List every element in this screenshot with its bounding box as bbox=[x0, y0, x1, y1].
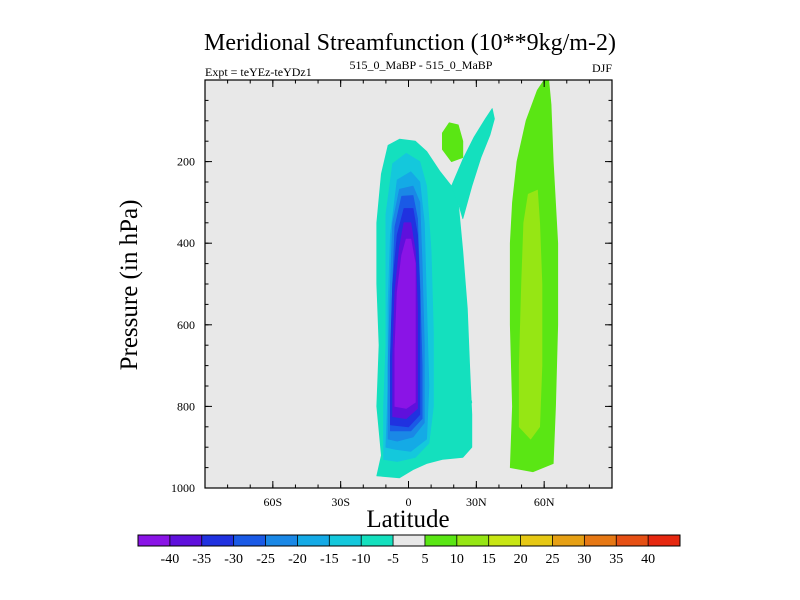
colorbar-label: 30 bbox=[577, 552, 591, 567]
speck-contour bbox=[466, 393, 473, 407]
y-tick-label: 400 bbox=[177, 236, 195, 250]
colorbar-label: 35 bbox=[609, 552, 623, 567]
colorbar-label: -5 bbox=[387, 552, 399, 567]
north-cell-contour-10 bbox=[518, 189, 543, 440]
colorbar-label: 15 bbox=[482, 552, 496, 567]
x-axis-label: Latitude bbox=[366, 506, 449, 533]
colorbar-label: 10 bbox=[450, 552, 464, 567]
colorbar-swatch bbox=[616, 535, 649, 546]
contour-fills bbox=[376, 79, 559, 479]
y-tick-label: 1000 bbox=[171, 481, 195, 495]
x-tick-label: 30S bbox=[331, 495, 350, 509]
core-contour-40 bbox=[394, 238, 416, 409]
colorbar-swatch bbox=[456, 535, 490, 546]
colorbar: -40 -35 -30 -25 -20 -15 -10 -5 5 10 15 20 25 30 35 40 bbox=[137, 534, 681, 567]
colorbar-swatch bbox=[393, 535, 426, 546]
colorbar-swatch bbox=[361, 535, 394, 546]
y-tick-label: 200 bbox=[177, 155, 195, 169]
experiment-label: Expt = teYEz-teYDz1 bbox=[205, 65, 312, 79]
x-tick-label: 0 bbox=[406, 495, 412, 509]
y-tick-label: 600 bbox=[177, 318, 195, 332]
colorbar-swatch bbox=[520, 535, 553, 546]
colorbar-swatch bbox=[488, 535, 521, 546]
colorbar-label: -35 bbox=[192, 552, 211, 567]
colorbar-swatch bbox=[584, 535, 617, 546]
axis-ticks: 60S 30S 0 30N 60N 200 400 600 800 1000 bbox=[171, 80, 613, 509]
colorbar-label: 20 bbox=[514, 552, 528, 567]
colorbar-label: -15 bbox=[320, 552, 339, 567]
x-tick-label: 60N bbox=[534, 495, 555, 509]
colorbar-swatch bbox=[233, 535, 266, 546]
colorbar-swatch bbox=[648, 535, 681, 546]
colorbar-swatch bbox=[552, 535, 585, 546]
colorbar-label: 25 bbox=[545, 552, 559, 567]
stratosphere-blob bbox=[441, 122, 464, 163]
season-label: DJF bbox=[592, 61, 612, 75]
colorbar-label: -40 bbox=[161, 552, 180, 567]
upper-tongue-contour bbox=[451, 108, 495, 220]
y-tick-label: 800 bbox=[177, 399, 195, 413]
colorbar-label: 40 bbox=[641, 552, 655, 567]
colorbar-label: -10 bbox=[352, 552, 371, 567]
x-tick-label: 60S bbox=[263, 495, 282, 509]
colorbar-swatch bbox=[201, 535, 234, 546]
colorbar-swatch bbox=[265, 535, 298, 546]
colorbar-swatch bbox=[169, 535, 203, 546]
period-label: 515_0_MaBP - 515_0_MaBP bbox=[350, 58, 493, 72]
colorbar-label: -20 bbox=[288, 552, 307, 567]
colorbar-frame bbox=[137, 534, 681, 547]
colorbar-swatch bbox=[329, 535, 362, 546]
colorbar-swatch bbox=[138, 535, 171, 546]
x-tick-label: 30N bbox=[466, 495, 487, 509]
y-axis-label: Pressure (in hPa) bbox=[116, 200, 143, 371]
colorbar-swatch bbox=[424, 535, 458, 546]
chart-title: Meridional Streamfunction (10**9kg/m-2) bbox=[204, 30, 616, 56]
colorbar-label: -25 bbox=[256, 552, 275, 567]
colorbar-label: 5 bbox=[421, 552, 428, 567]
colorbar-swatch bbox=[297, 535, 330, 546]
colorbar-label: -30 bbox=[224, 552, 243, 567]
